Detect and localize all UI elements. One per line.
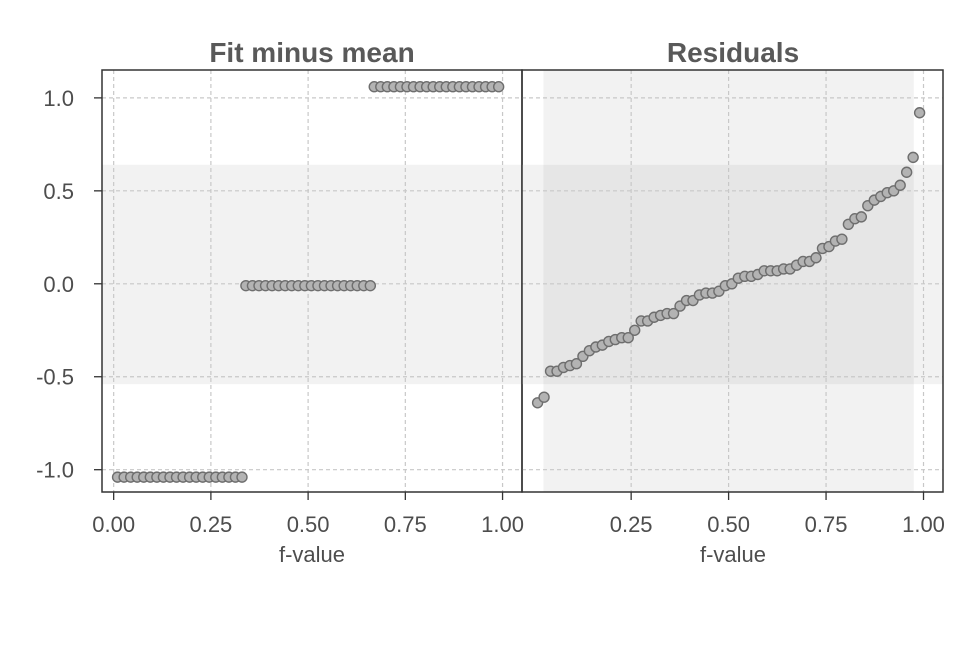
data-point	[629, 324, 641, 336]
panel-frame	[521, 69, 944, 493]
panel-fit-minus-mean: 0.00 0.25 0.50 0.75 1.00 -1.0 -0.5 0.0 0.5 1.0 Fi…	[36, 37, 524, 567]
data-point	[836, 233, 848, 245]
x-tick-label: 0.75	[384, 512, 427, 537]
data-point	[570, 358, 583, 370]
y-tick-label: 0.0	[43, 272, 74, 297]
x-tick-label: 0.75	[805, 512, 848, 537]
y-tick-label: -1.0	[36, 458, 74, 483]
data-point	[894, 179, 906, 191]
data-point	[913, 107, 926, 119]
x-axis-label: f-value	[279, 542, 345, 567]
data-point	[855, 211, 868, 223]
panel-residuals: 0.25 0.50 0.75 1.00 Residuals f-value	[521, 37, 945, 567]
x-tick-label: 0.00	[92, 512, 135, 537]
y-tick-label: -0.5	[36, 365, 74, 390]
x-tick-label: 1.00	[902, 512, 945, 537]
y-tick-label: 0.5	[43, 179, 74, 204]
data-point	[900, 166, 913, 178]
data-point	[538, 391, 550, 403]
plot-area: 0.25 0.50 0.75 1.00	[521, 69, 945, 537]
data-point	[492, 81, 505, 93]
x-tick-label: 1.00	[481, 512, 524, 537]
data-point	[810, 252, 822, 264]
x-tick-label: 0.50	[707, 512, 750, 537]
x-tick-label: 0.50	[287, 512, 330, 537]
panel-title: Fit minus mean	[209, 37, 414, 68]
panel-title: Residuals	[667, 37, 799, 68]
data-point	[236, 471, 248, 483]
x-axis-label: f-value	[700, 542, 766, 567]
data-point	[667, 307, 680, 320]
data-point	[364, 279, 377, 292]
data-point	[622, 332, 634, 344]
plot-area: 0.00 0.25 0.50 0.75 1.00 -1.0 -0.5 0.0 0.5 1.0	[36, 69, 524, 537]
y-tick-label: 1.0	[43, 86, 74, 111]
data-point	[907, 151, 919, 164]
shaded-y-band	[102, 164, 522, 385]
x-tick-label: 0.25	[610, 512, 653, 537]
x-tick-label: 0.25	[189, 512, 232, 537]
